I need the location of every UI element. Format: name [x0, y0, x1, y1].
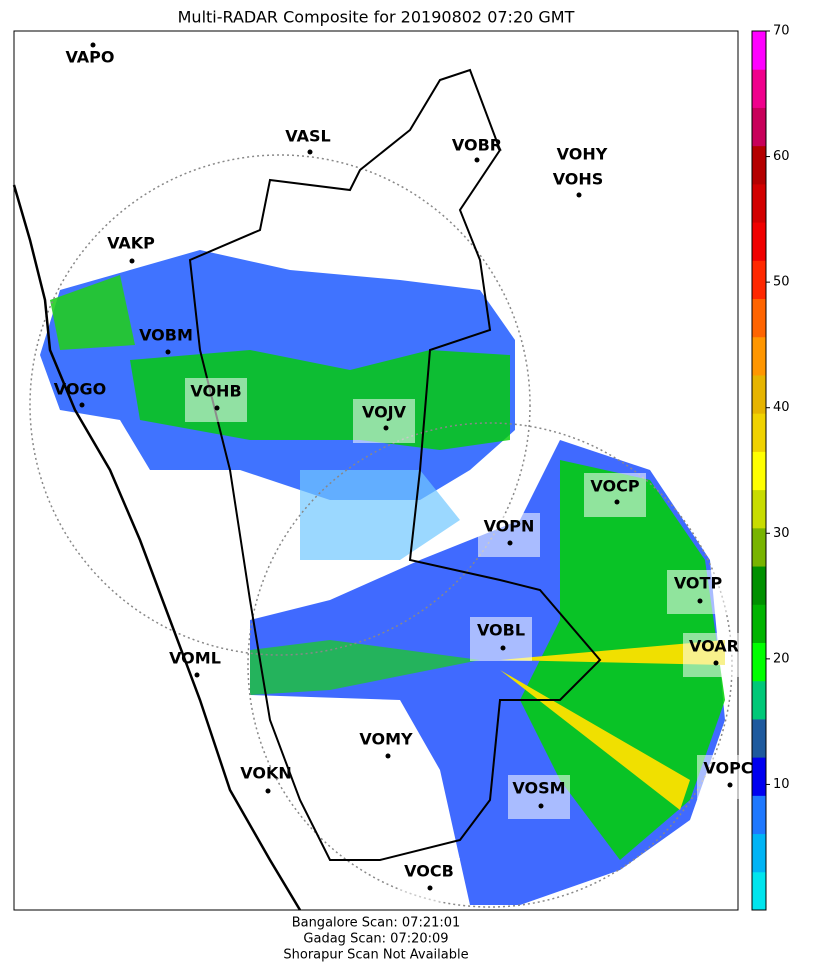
station-dot	[214, 405, 220, 411]
colorbar-band	[752, 833, 766, 873]
colorbar-band	[752, 298, 766, 338]
colorbar-band	[752, 451, 766, 491]
colorbar-tick-label: 50	[773, 275, 790, 290]
station-label: VOPC	[703, 759, 752, 778]
station-box	[697, 755, 759, 799]
station-label: VOKN	[240, 764, 292, 783]
footer-line: Shorapur Scan Not Available	[283, 948, 468, 963]
station-label: VAPO	[65, 48, 114, 67]
station-dot	[129, 258, 135, 264]
station-box	[478, 513, 540, 557]
stations: VAPO VASL VOBR VOHY VOHS VAKP VOBM VOGO VOHB VOJV…	[54, 42, 759, 902]
station-label: VASL	[285, 127, 330, 146]
station-dot	[507, 540, 513, 546]
colorbar-band	[752, 145, 766, 185]
state-border	[188, 68, 602, 861]
station-box	[398, 858, 460, 902]
colorbar-tick-label: 70	[773, 24, 790, 39]
station-dot	[383, 425, 389, 431]
station-dot	[538, 803, 544, 809]
station-label: VOBM	[139, 326, 193, 345]
station-label: VOHS	[553, 170, 604, 189]
colorbar-band	[752, 718, 766, 758]
colorbar-band	[752, 871, 766, 911]
station-dot	[194, 672, 200, 678]
colorbar-band	[752, 604, 766, 643]
map-area	[12, 30, 739, 911]
colorbar-tick-label: 10	[773, 777, 790, 792]
colorbar-band	[752, 374, 766, 414]
station-label: VOMY	[359, 730, 413, 749]
echo	[250, 640, 480, 695]
station-dot	[79, 402, 85, 408]
station-dot	[307, 149, 313, 155]
colorbar-frame	[751, 30, 767, 911]
colorbar-band	[752, 757, 766, 796]
station-label: VOHY	[557, 145, 608, 164]
colorbar-band	[752, 69, 766, 108]
colorbar: 10 20 30 40 50 60 70	[751, 24, 790, 911]
colorbar-band	[752, 107, 766, 147]
station-box	[508, 775, 570, 819]
colorbar-tick-label: 30	[773, 526, 790, 541]
colorbar-tick-label: 40	[773, 400, 790, 415]
colorbar-band	[752, 642, 766, 682]
station-label: VOHB	[190, 382, 241, 401]
colorbar-band	[752, 413, 766, 452]
colorbar-tick-label: 20	[773, 651, 790, 666]
echo	[300, 470, 460, 560]
station-label: VOPN	[484, 517, 535, 536]
station-dot	[614, 499, 620, 505]
station-box	[185, 378, 247, 422]
colorbar-band	[752, 260, 766, 300]
station-dot	[697, 598, 703, 604]
colorbar-band	[752, 527, 766, 567]
station-dot	[576, 192, 582, 198]
station-dot	[713, 660, 719, 666]
station-dot	[474, 157, 480, 163]
footer-line: Bangalore Scan: 07:21:01	[292, 916, 461, 931]
station-dot	[500, 645, 506, 651]
station-label: VOSM	[512, 779, 565, 798]
station-dot	[727, 782, 733, 788]
station-box	[667, 570, 729, 614]
station-label: VOBR	[452, 136, 502, 155]
station-label: VOML	[169, 649, 221, 668]
station-label: VOTP	[674, 574, 723, 593]
station-label: VAKP	[107, 234, 155, 253]
station-label: VOBL	[477, 621, 525, 640]
colorbar-band	[752, 680, 766, 720]
title: Multi-RADAR Composite for 20190802 07:20…	[178, 8, 575, 27]
coastline	[12, 184, 302, 911]
colorbar-band	[752, 222, 766, 261]
colorbar-band	[752, 795, 766, 835]
station-dot	[90, 42, 96, 48]
station-dot	[385, 753, 391, 759]
footer-line: Gadag Scan: 07:20:09	[303, 932, 448, 947]
station-label: VOAR	[689, 637, 739, 656]
station-dot	[165, 349, 171, 355]
station-label: VOGO	[54, 380, 106, 399]
echo	[50, 275, 135, 350]
station-label: VOJV	[362, 403, 407, 422]
colorbar-band	[752, 183, 766, 223]
range-ring	[29, 154, 531, 656]
station-dot	[265, 788, 271, 794]
colorbar-band	[752, 489, 766, 529]
station-box	[584, 473, 646, 517]
station-box	[353, 399, 415, 443]
colorbar-tick-label: 60	[773, 149, 790, 164]
station-label: VOCP	[590, 477, 639, 496]
station-box	[683, 633, 745, 677]
colorbar-band	[752, 31, 766, 70]
colorbar-band	[752, 336, 766, 376]
station-label: VOCB	[404, 862, 454, 881]
station-box	[470, 617, 532, 661]
station-dot	[427, 885, 433, 891]
colorbar-band	[752, 566, 766, 605]
